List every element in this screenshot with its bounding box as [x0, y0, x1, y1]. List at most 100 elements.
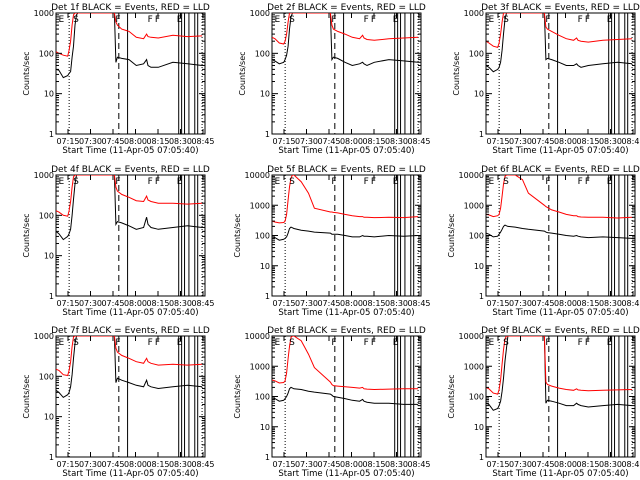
- x-tick-label: 07:30: [79, 299, 102, 308]
- event-marker-label: E: [177, 15, 183, 25]
- series-events-line: [56, 336, 203, 399]
- event-marker-label: F: [364, 338, 369, 348]
- y-tick-label: 1000: [250, 362, 270, 371]
- event-marker-label: F: [371, 338, 376, 348]
- y-tick-label: 1: [265, 292, 270, 301]
- event-marker-label: F: [115, 177, 120, 187]
- x-tick-label: 08:00: [124, 460, 147, 469]
- y-tick-label: 100: [469, 393, 484, 402]
- x-tick-label: 08:00: [554, 460, 577, 469]
- y-axis-label: Counts/sec: [22, 213, 31, 257]
- event-marker-label: S: [503, 338, 509, 348]
- y-tick-label: 10: [474, 262, 484, 271]
- series-events-line: [272, 13, 419, 67]
- x-tick-label: 07:45: [531, 299, 554, 308]
- event-marker-label: S: [289, 177, 295, 187]
- x-tick-label: 07:45: [317, 299, 340, 308]
- series-events-line: [272, 386, 419, 405]
- plot-data: [272, 13, 419, 134]
- y-tick-label: 100: [255, 49, 270, 58]
- x-tick-label: 08:15: [146, 137, 169, 146]
- plot-frame: [271, 12, 422, 135]
- series-lld-line: [486, 13, 633, 49]
- x-axis-label: Start Time (11-Apr-05 07:05:40): [278, 469, 414, 479]
- x-tick-label: 07:45: [317, 460, 340, 469]
- y-tick-label: 10000: [245, 332, 270, 341]
- event-marker-label: E: [274, 15, 280, 25]
- event-marker-label: F: [371, 15, 376, 25]
- plot-data: [486, 13, 633, 134]
- plot-data: [56, 336, 203, 457]
- event-marker-label: S: [73, 15, 79, 25]
- event-marker-label: F: [545, 15, 550, 25]
- y-tick-label: 10: [44, 90, 54, 99]
- x-axis-label: Start Time (11-Apr-05 07:05:40): [278, 308, 414, 318]
- event-marker-label: E: [274, 177, 280, 187]
- event-marker-label: F: [115, 15, 120, 25]
- event-marker-label: E: [393, 177, 399, 187]
- series-lld-line: [272, 336, 419, 391]
- x-tick-label: 07:15: [56, 299, 79, 308]
- y-tick-label: 10: [260, 90, 270, 99]
- event-marker-label: S: [73, 338, 79, 348]
- event-marker-label: E: [607, 15, 613, 25]
- y-axis-label: Counts/sec: [233, 213, 242, 257]
- panel-title: Det 4f BLACK = Events, RED = LLD: [51, 165, 210, 175]
- x-tick-label: 08:00: [554, 137, 577, 146]
- x-tick-label: 08:00: [124, 299, 147, 308]
- series-lld-line: [272, 13, 419, 45]
- y-tick-label: 10: [474, 423, 484, 432]
- x-tick-label: 08:30: [599, 137, 622, 146]
- x-tick-label: 08:15: [576, 460, 599, 469]
- y-tick-label: 100: [39, 49, 54, 58]
- x-tick-label: 08:00: [340, 299, 363, 308]
- event-marker-label: S: [73, 177, 79, 187]
- x-tick-label: 08:30: [169, 460, 192, 469]
- x-tick-label: 07:15: [486, 137, 509, 146]
- x-tick-label: 08:15: [362, 460, 385, 469]
- x-tick-label: 08:15: [576, 137, 599, 146]
- event-marker-label: F: [331, 177, 336, 187]
- y-axis-label: Counts/sec: [233, 374, 242, 418]
- x-tick-label: 08:45: [621, 137, 640, 146]
- plot-frame: [271, 335, 422, 458]
- series-events-line: [486, 224, 633, 239]
- x-axis-label: Start Time (11-Apr-05 07:05:40): [62, 308, 198, 318]
- y-tick-label: 1000: [34, 171, 54, 180]
- x-tick-label: 08:30: [385, 299, 408, 308]
- x-tick-label: 08:45: [407, 137, 430, 146]
- y-tick-label: 1000: [250, 201, 270, 210]
- event-marker-label: F: [585, 15, 590, 25]
- x-tick-label: 08:45: [621, 299, 640, 308]
- x-tick-label: 07:30: [295, 460, 318, 469]
- x-tick-label: 08:15: [576, 299, 599, 308]
- x-tick-label: 08:45: [407, 460, 430, 469]
- series-events-line: [56, 175, 203, 241]
- plot-data: [56, 13, 203, 134]
- x-tick-label: 07:45: [101, 460, 124, 469]
- event-marker-label: F: [155, 15, 160, 25]
- x-tick-label: 07:15: [272, 137, 295, 146]
- y-tick-label: 1: [265, 130, 270, 139]
- y-axis-label: Counts/sec: [447, 213, 456, 257]
- y-tick-label: 10: [474, 90, 484, 99]
- event-marker-label: E: [393, 338, 399, 348]
- x-tick-label: 07:30: [79, 460, 102, 469]
- x-tick-label: 07:30: [509, 460, 532, 469]
- x-tick-label: 07:45: [101, 137, 124, 146]
- event-marker-label: E: [58, 15, 64, 25]
- event-marker-label: F: [545, 177, 550, 187]
- event-marker-label: E: [488, 338, 494, 348]
- y-tick-label: 1000: [464, 201, 484, 210]
- series-lld-line: [486, 175, 633, 219]
- series-lld-line: [272, 175, 419, 224]
- x-tick-label: 07:45: [531, 137, 554, 146]
- plot-frame: [55, 174, 206, 297]
- y-tick-label: 1000: [34, 332, 54, 341]
- event-marker-label: F: [585, 177, 590, 187]
- x-tick-label: 07:15: [272, 299, 295, 308]
- event-marker-label: F: [115, 338, 120, 348]
